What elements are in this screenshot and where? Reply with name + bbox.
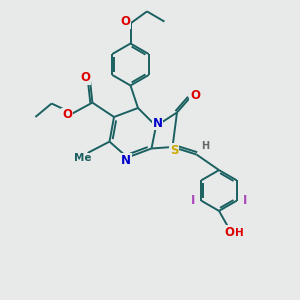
Text: O: O: [225, 226, 235, 239]
Text: H: H: [235, 227, 244, 238]
Text: N: N: [152, 116, 163, 130]
Text: I: I: [243, 194, 247, 207]
Text: Me: Me: [74, 153, 92, 164]
Text: I: I: [191, 194, 195, 207]
Text: H: H: [201, 141, 209, 151]
Text: N: N: [121, 154, 131, 167]
Text: O: O: [62, 108, 72, 122]
Text: O: O: [120, 15, 130, 28]
Text: S: S: [170, 144, 178, 157]
Text: O: O: [80, 71, 91, 84]
Text: O: O: [190, 88, 200, 102]
